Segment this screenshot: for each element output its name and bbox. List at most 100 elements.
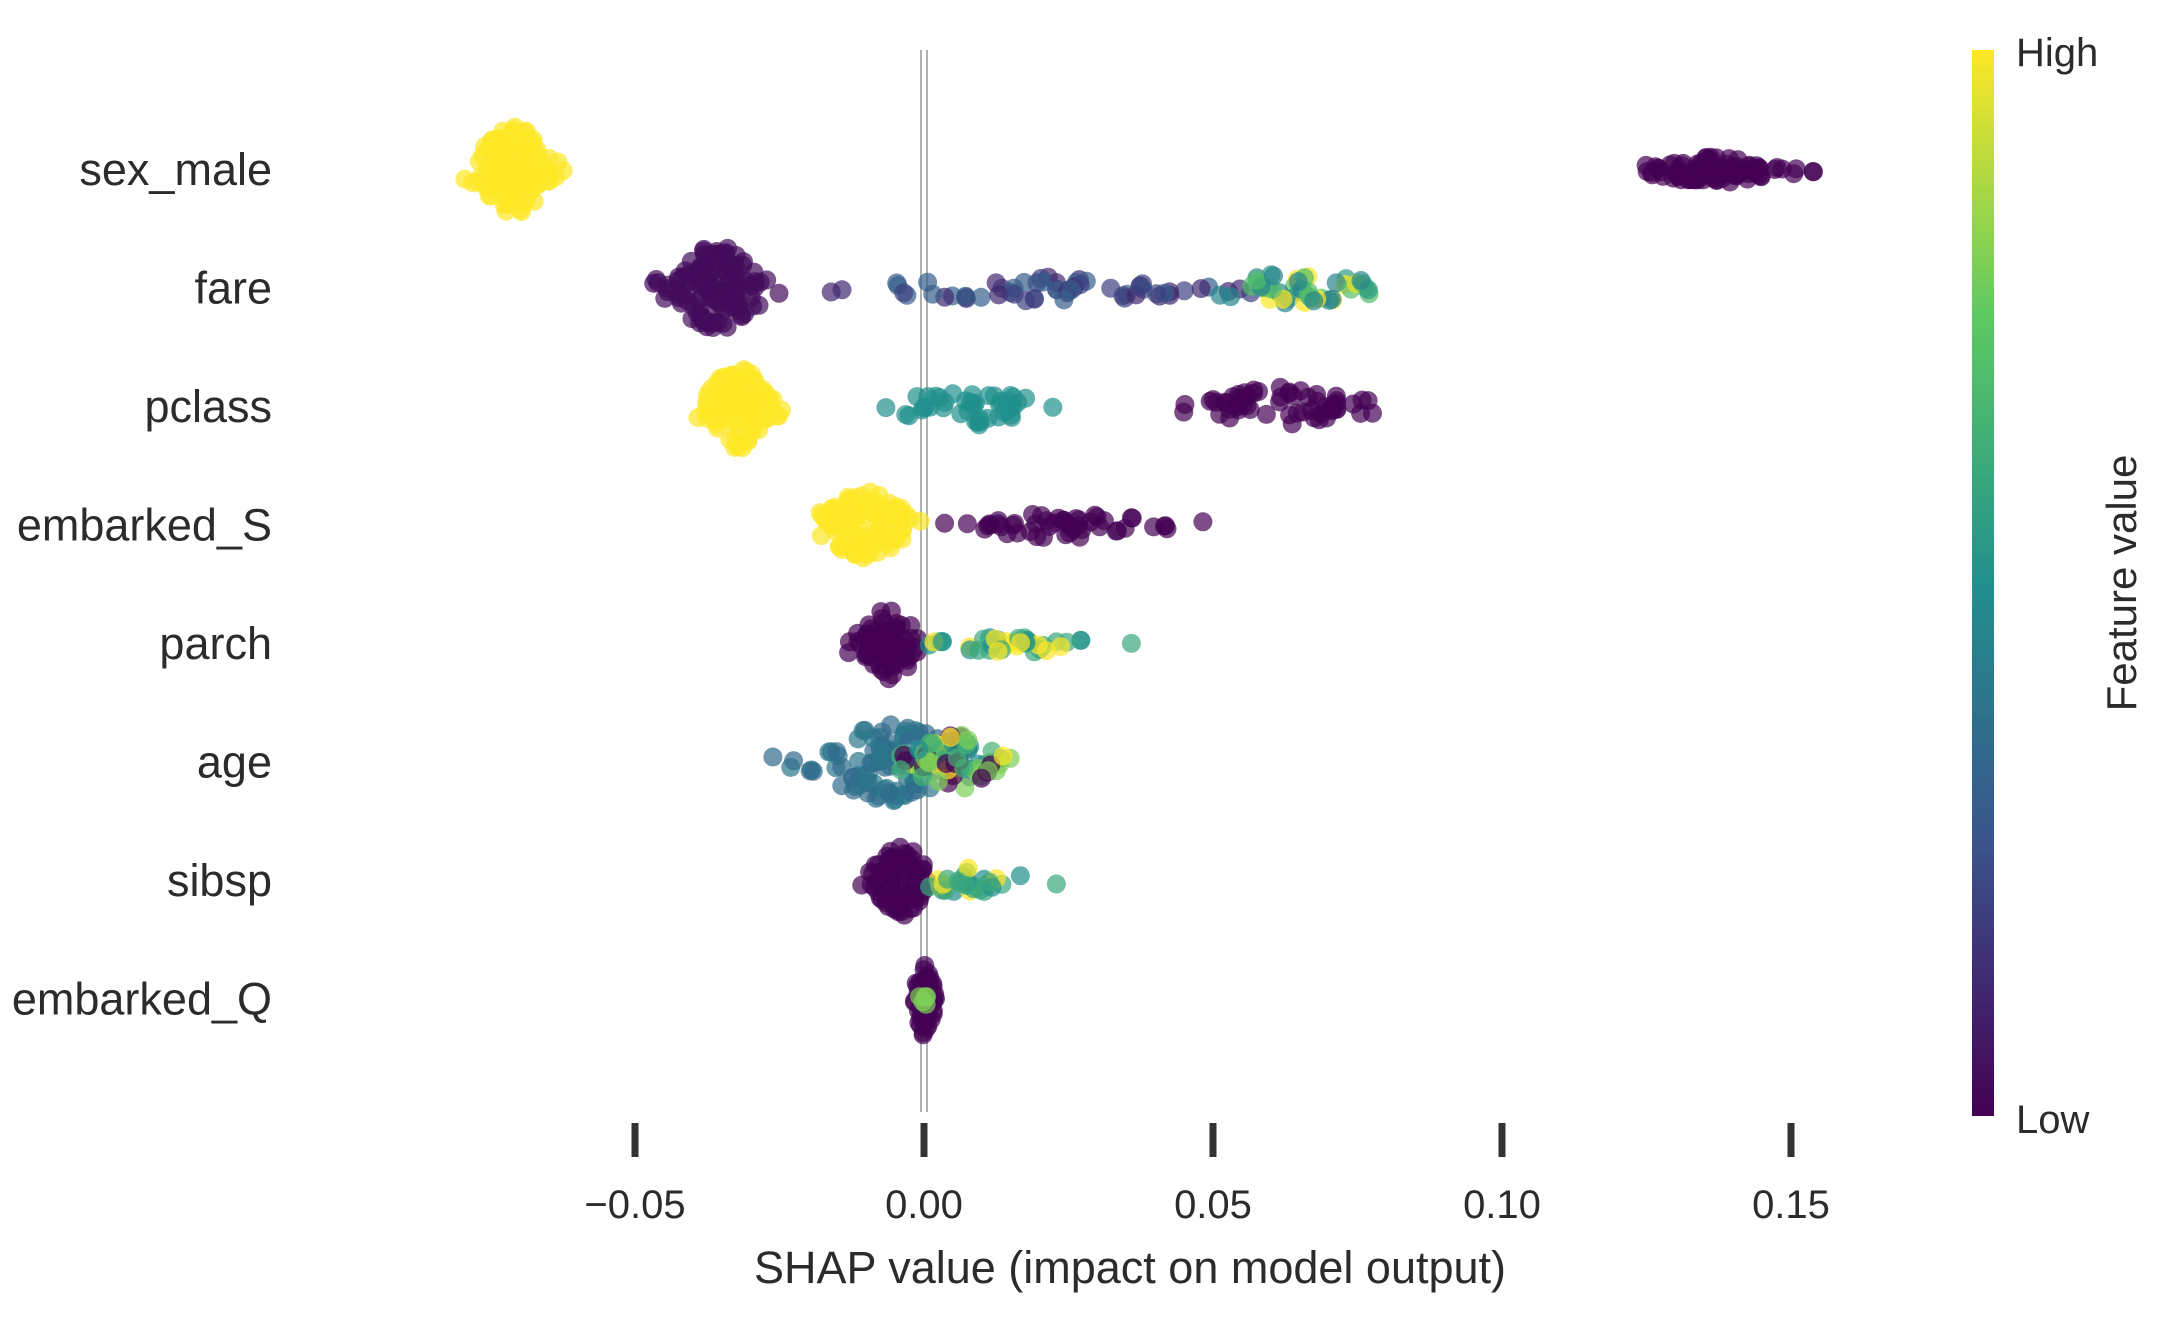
data-point (898, 857, 918, 877)
data-point (910, 987, 930, 1007)
data-point (1004, 284, 1024, 304)
data-point (935, 513, 955, 533)
x-tick-label: 0.15 (1752, 1183, 1830, 1227)
data-point (1786, 159, 1806, 179)
data-point (1010, 866, 1030, 886)
data-point (1071, 630, 1091, 650)
data-point (1291, 381, 1311, 401)
data-point (932, 632, 952, 652)
data-point (839, 643, 859, 663)
data-point (784, 751, 804, 771)
data-point (1641, 163, 1661, 182)
data-point (1767, 158, 1787, 177)
data-point (756, 404, 776, 424)
feature-row-sex-male (455, 117, 1823, 222)
data-points (455, 117, 1823, 1045)
data-point (731, 305, 751, 325)
x-tick-label: 0.00 (885, 1183, 963, 1227)
data-point (877, 887, 897, 907)
data-point (709, 293, 729, 313)
data-point (1043, 397, 1063, 417)
data-point (993, 746, 1013, 766)
data-point (1697, 148, 1717, 168)
data-point (512, 202, 531, 222)
data-point (1174, 281, 1194, 301)
data-point (827, 742, 847, 762)
data-point (525, 163, 545, 183)
data-point (1037, 641, 1057, 661)
feature-row-embarked-S (810, 482, 1213, 568)
data-point (1256, 404, 1276, 424)
data-point (881, 601, 901, 621)
data-point (1352, 390, 1372, 410)
data-point (902, 782, 922, 802)
data-point (746, 272, 765, 292)
data-point (891, 760, 911, 780)
data-point (1803, 162, 1823, 181)
data-point (957, 514, 977, 534)
data-point (1101, 278, 1121, 298)
feature-label-parch: parch (159, 618, 272, 669)
data-point (880, 783, 900, 803)
colorbar: High Low Feature value (1972, 31, 2145, 1142)
data-point (1027, 527, 1047, 547)
data-point (847, 529, 867, 549)
feature-row-age (763, 715, 1020, 811)
data-point (935, 392, 955, 412)
data-point (698, 384, 718, 404)
feature-label-fare: fare (194, 263, 272, 314)
data-point (1048, 508, 1068, 528)
data-point (867, 872, 887, 892)
data-point (958, 730, 978, 750)
data-point (512, 143, 531, 163)
data-point (917, 1009, 937, 1029)
feature-row-pclass (688, 360, 1382, 458)
data-point (1106, 521, 1126, 541)
feature-label-pclass: pclass (144, 381, 272, 432)
data-point (548, 152, 568, 172)
data-point (1032, 272, 1052, 292)
data-point (870, 749, 890, 769)
feature-row-parch (839, 601, 1141, 689)
data-point (1720, 172, 1740, 192)
data-point (736, 401, 756, 421)
data-point (928, 771, 948, 791)
data-point (717, 317, 737, 337)
zero-line (920, 50, 928, 1112)
data-point (880, 638, 900, 658)
data-point (1003, 515, 1023, 535)
data-point (1311, 404, 1331, 424)
data-point (956, 286, 976, 306)
data-point (955, 778, 975, 798)
data-point (940, 727, 960, 747)
data-point (829, 537, 849, 556)
data-point (1264, 266, 1283, 286)
data-point (1293, 402, 1313, 422)
data-point (894, 283, 914, 303)
feature-row-fare (644, 238, 1379, 337)
data-point (1326, 273, 1346, 293)
feature-row-embarked-Q (905, 956, 945, 1045)
colorbar-low-label: Low (2016, 1098, 2089, 1142)
data-point (978, 516, 998, 536)
data-point (811, 526, 831, 546)
data-point (1175, 395, 1195, 414)
data-point (885, 655, 905, 675)
data-point (1326, 394, 1346, 413)
data-point (972, 768, 991, 788)
data-point (1237, 396, 1257, 416)
data-point (1063, 519, 1083, 539)
data-point (814, 508, 834, 528)
data-point (1054, 290, 1074, 310)
data-point (1023, 505, 1043, 524)
data-point (1249, 382, 1268, 401)
feature-row-sibsp (852, 837, 1066, 925)
data-point (857, 769, 876, 789)
data-point (971, 287, 991, 307)
data-point (989, 285, 1009, 305)
data-point (1002, 407, 1022, 427)
data-point (1304, 291, 1324, 311)
data-point (842, 513, 862, 533)
data-point (1210, 285, 1230, 305)
data-point (1011, 633, 1031, 653)
